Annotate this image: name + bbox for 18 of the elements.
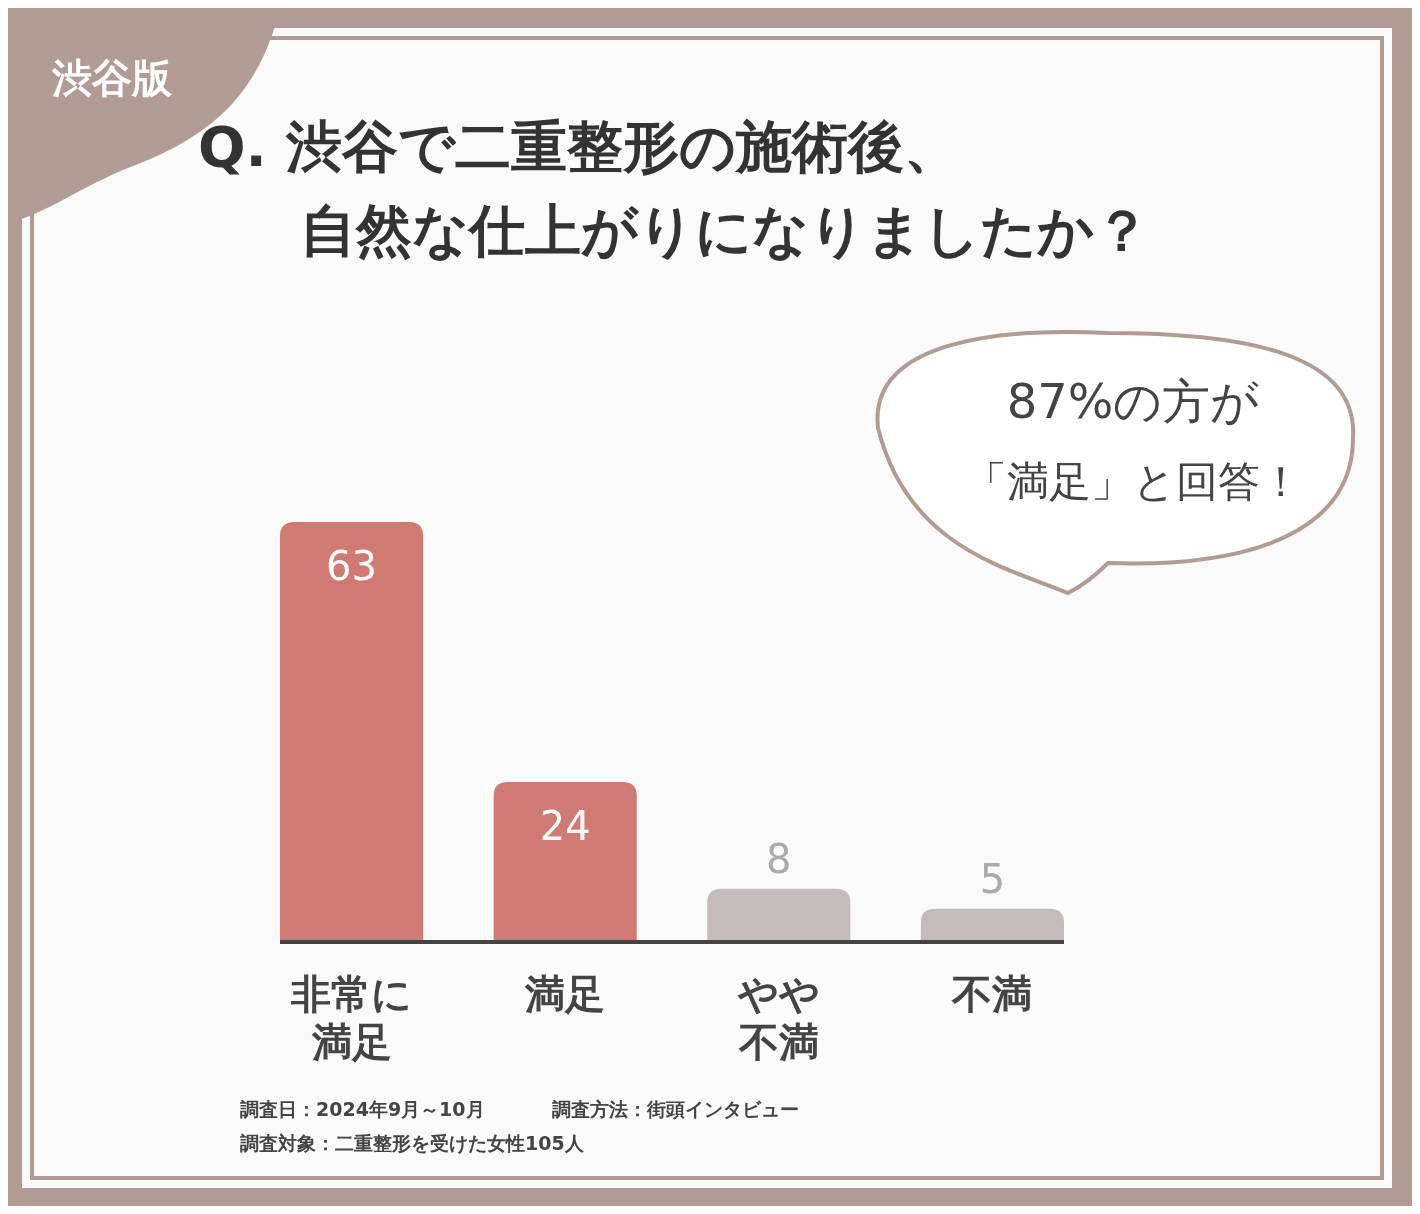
x-tick-label: 不満	[951, 971, 1033, 1017]
bar	[920, 908, 1064, 942]
text: 調査方法：街頭インタビュー	[552, 1098, 799, 1120]
data-label: 63	[326, 543, 378, 589]
text: 渋谷版	[51, 55, 173, 101]
x-tick-label: 満足	[524, 971, 606, 1017]
data-label: 5	[979, 855, 1006, 902]
text: 調査対象：二重整形を受けた女性105人	[240, 1132, 585, 1154]
bar	[493, 782, 637, 942]
x-tick-label: 非常に満足	[290, 971, 413, 1065]
text: 87%の方が「満足」と回答！	[964, 373, 1302, 506]
text: 調査日：2024年9月～10月	[240, 1098, 485, 1120]
chart-title: Q. 渋谷で二重整形の施術後、自然な仕上がりになりましたか？	[198, 114, 1150, 263]
bar	[707, 888, 851, 942]
data-label: 24	[539, 803, 591, 849]
bar	[280, 522, 424, 942]
data-label: 8	[766, 835, 792, 882]
x-tick-label: やや不満	[736, 971, 820, 1065]
